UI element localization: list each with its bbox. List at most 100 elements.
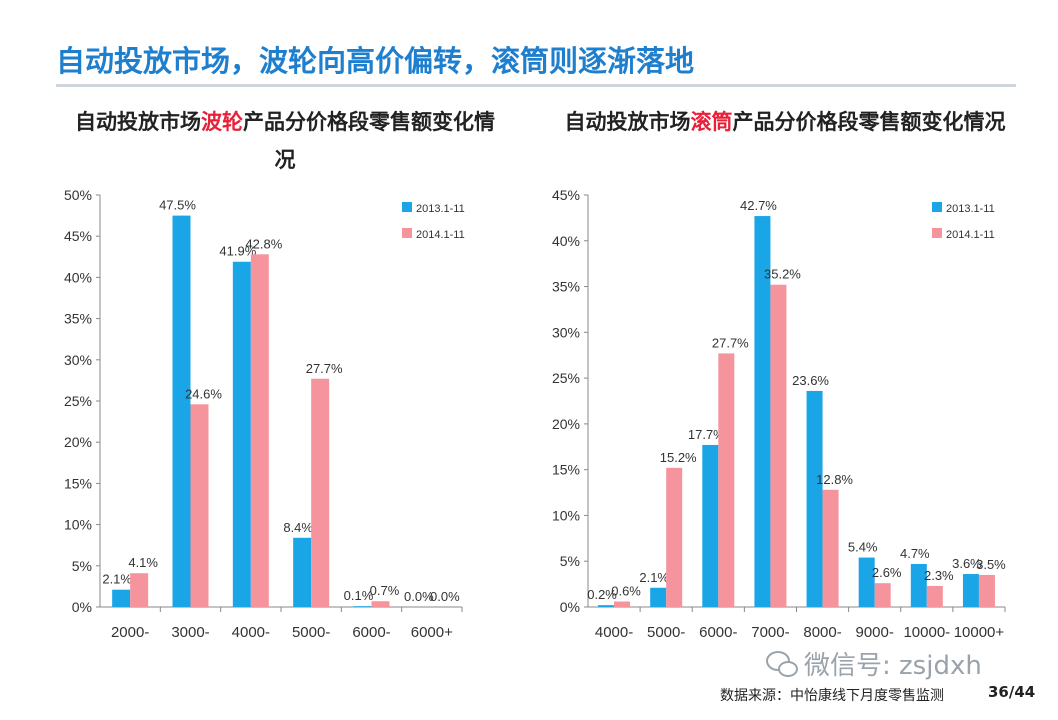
left-data-label: 8.4%: [283, 520, 313, 535]
right-y-tick-label: 40%: [552, 233, 580, 249]
left-y-tick-label: 0%: [72, 599, 92, 615]
right-chart-title: 自动投放市场滚筒产品分价格段零售额变化情况: [540, 103, 1030, 141]
left-y-tick-label: 5%: [72, 558, 92, 574]
right-y-tick-label: 0%: [560, 599, 580, 615]
left-x-tick-label: 6000+: [411, 624, 453, 641]
right-x-tick-label: 10000+: [954, 624, 1005, 641]
right-bar-2014: [874, 583, 891, 607]
wechat-id: 微信号: zsjdxh: [804, 651, 982, 681]
left-bar-2014: [371, 601, 390, 607]
left-data-label: 0.0%: [404, 589, 434, 604]
left-bar-2013: [353, 606, 372, 607]
left-data-label: 27.7%: [306, 361, 343, 376]
left-bar-2014: [130, 573, 149, 607]
right-y-tick-label: 25%: [552, 370, 580, 386]
left-data-label: 42.8%: [245, 236, 282, 251]
right-title-post: 产品分价格段零售额变化情况: [732, 110, 1006, 134]
right-data-label: 3.6%: [952, 556, 982, 571]
wechat-watermark: 微信号: zsjdxh: [766, 645, 982, 682]
left-x-tick-label: 2000-: [111, 624, 149, 641]
right-bar-2013: [754, 216, 771, 607]
right-bar-2014: [770, 284, 787, 607]
left-y-tick-label: 20%: [64, 434, 92, 450]
right-title-pre: 自动投放市场: [564, 110, 691, 134]
right-x-tick-label: 7000-: [751, 624, 789, 641]
left-y-tick-label: 50%: [64, 187, 92, 203]
left-legend-swatch: [402, 202, 412, 212]
right-bar-2014: [614, 601, 631, 607]
left-legend-label: 2013.1-11: [416, 203, 465, 215]
right-bar-2014: [822, 489, 839, 607]
right-data-label: 2.6%: [872, 565, 902, 580]
left-y-tick-label: 40%: [64, 269, 92, 285]
left-y-tick-label: 25%: [64, 393, 92, 409]
right-bar-2013: [598, 605, 615, 607]
right-y-tick-label: 30%: [552, 324, 580, 340]
right-x-tick-label: 5000-: [647, 624, 685, 641]
right-data-label: 42.7%: [740, 198, 777, 213]
right-data-label: 2.1%: [639, 570, 669, 585]
left-bar-2014: [250, 254, 269, 607]
left-data-label: 0.7%: [370, 583, 400, 598]
right-bar-2014: [926, 585, 943, 607]
right-data-label: 2.3%: [924, 568, 954, 583]
right-data-label: 4.7%: [900, 546, 930, 561]
left-bar-2013: [112, 589, 131, 607]
slide-title: 自动投放市场，波轮向高价偏转，滚筒则逐渐落地: [56, 44, 695, 78]
left-y-tick-label: 10%: [64, 517, 92, 533]
left-title-post: 产品分价格段零售额变化情况: [243, 110, 495, 172]
left-x-tick-label: 6000-: [352, 624, 390, 641]
right-bar-2014: [666, 467, 683, 607]
left-data-label: 47.5%: [159, 198, 196, 213]
right-x-tick-label: 4000-: [595, 624, 633, 641]
left-data-label: 24.6%: [185, 386, 222, 401]
right-bar-2013: [962, 574, 979, 607]
right-bar-2013: [910, 563, 927, 607]
right-bar-2013: [650, 587, 667, 607]
right-data-label: 27.7%: [712, 335, 749, 350]
right-title-highlight: 滚筒: [690, 110, 733, 134]
right-legend-label: 2014.1-11: [946, 229, 995, 241]
right-data-label: 12.8%: [816, 472, 853, 487]
right-y-tick-label: 5%: [560, 553, 580, 569]
right-x-tick-label: 10000-: [903, 624, 950, 641]
right-bar-2014: [978, 574, 995, 607]
right-legend-swatch: [932, 202, 942, 212]
right-bar-2013: [702, 444, 719, 607]
left-title-pre: 自动投放市场: [75, 110, 201, 134]
right-y-tick-label: 15%: [552, 462, 580, 478]
right-y-tick-label: 45%: [552, 187, 580, 203]
page-number: 36/44: [988, 683, 1036, 701]
left-x-tick-label: 3000-: [171, 624, 209, 641]
left-bar-2014: [190, 404, 209, 607]
left-chart-title: 自动投放市场波轮产品分价格段零售额变化情况: [70, 103, 500, 179]
left-legend-swatch: [402, 228, 412, 238]
right-legend-label: 2013.1-11: [946, 203, 995, 215]
right-y-tick-label: 10%: [552, 507, 580, 523]
left-y-tick-label: 45%: [64, 228, 92, 244]
right-y-tick-label: 20%: [552, 416, 580, 432]
right-y-tick-label: 35%: [552, 279, 580, 295]
right-legend-swatch: [932, 228, 942, 238]
wechat-icon: [766, 650, 798, 677]
left-data-label: 41.9%: [219, 244, 256, 259]
right-data-label: 0.6%: [611, 584, 641, 599]
right-data-label: 35.2%: [764, 267, 801, 282]
right-x-tick-label: 8000-: [803, 624, 841, 641]
right-data-label: 15.2%: [660, 450, 697, 465]
right-bar-2014: [718, 353, 735, 607]
right-x-tick-label: 6000-: [699, 624, 737, 641]
title-divider: [56, 84, 1016, 87]
left-x-tick-label: 5000-: [292, 624, 330, 641]
right-data-label: 5.4%: [848, 540, 878, 555]
right-bar-2013: [858, 557, 875, 607]
left-x-tick-label: 4000-: [232, 624, 270, 641]
left-y-tick-label: 35%: [64, 311, 92, 327]
left-title-highlight: 波轮: [201, 110, 243, 134]
left-bar-2013: [172, 215, 191, 607]
right-data-label: 0.2%: [587, 587, 617, 602]
data-source: 数据来源：中怡康线下月度零售监测: [720, 688, 944, 704]
right-data-label: 3.5%: [976, 557, 1006, 572]
left-data-label: 4.1%: [128, 555, 158, 570]
